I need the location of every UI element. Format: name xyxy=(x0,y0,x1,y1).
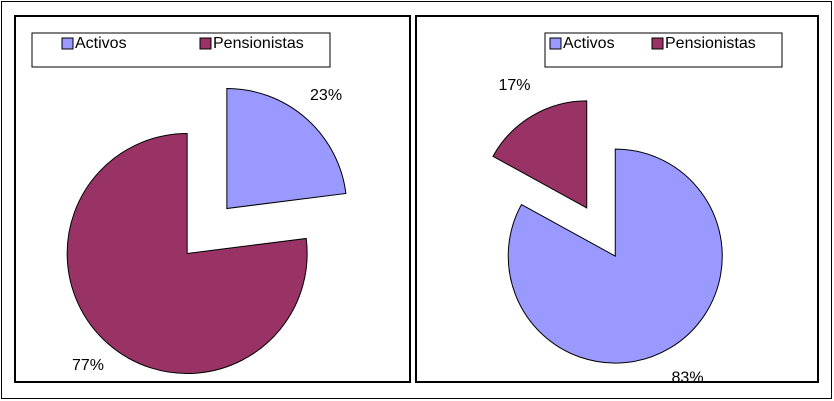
legend-box xyxy=(31,32,331,68)
data-label: 83% xyxy=(672,370,704,387)
data-label: 23% xyxy=(310,87,342,104)
data-label: 77% xyxy=(72,357,104,374)
legend-label: Activos xyxy=(75,35,127,52)
legend-swatch xyxy=(651,37,664,50)
legend-swatch xyxy=(199,37,212,50)
legend-swatch xyxy=(61,37,74,50)
legend-label: Pensionistas xyxy=(665,35,756,52)
data-label: 17% xyxy=(498,77,530,94)
pie-slice xyxy=(66,133,308,374)
legend-swatch xyxy=(549,37,562,50)
pie-slice xyxy=(507,148,723,364)
pie-slice xyxy=(492,100,588,209)
legend-box xyxy=(544,32,783,68)
legend-label: Pensionistas xyxy=(213,35,304,52)
pie-slice xyxy=(226,87,347,210)
legend-label: Activos xyxy=(563,35,615,52)
